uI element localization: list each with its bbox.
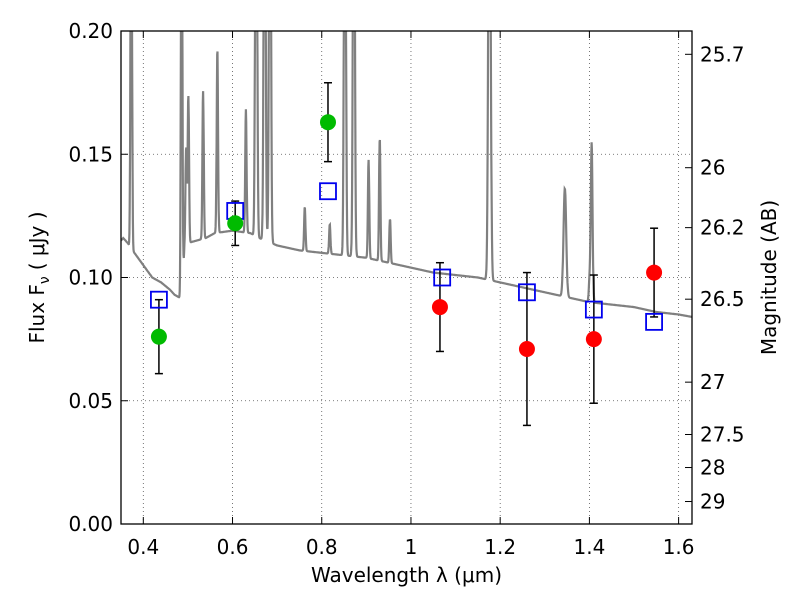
y-tick-label-4: 0.20: [68, 19, 113, 43]
mag-tick-label-4: 27: [700, 370, 725, 394]
axis-ticks: 0.4 0.6 0.8 1 1.2 1.4 1.6 0.00 0.05 0.10 0.15 0.20 2…: [68, 19, 744, 559]
observed-point-0: [150, 328, 167, 345]
right-axis-title: Magnitude (AB): [757, 200, 781, 355]
x-tick-label-3: 1: [405, 535, 418, 559]
error-bars: [154, 82, 659, 427]
y-tick-label-0: 0.00: [68, 512, 113, 536]
x-tick-label-4: 1.2: [484, 535, 516, 559]
y-axis-title-sub: ν: [37, 276, 53, 284]
observed-point-4: [518, 340, 535, 357]
observed-point-1: [227, 215, 244, 232]
mag-tick-label-6: 28: [700, 456, 725, 480]
model-point-3: [433, 268, 452, 287]
mag-tick-label-1: 26: [700, 156, 725, 180]
mag-tick-label-0: 25.7: [700, 42, 745, 66]
x-tick-label-2: 0.8: [306, 535, 338, 559]
observed-photometry-markers: [150, 114, 663, 357]
model-point-2: [319, 182, 337, 201]
x-tick-label-5: 1.4: [573, 535, 605, 559]
observed-point-2: [319, 114, 336, 131]
y-axis-title: Flux Fν ( μJy ): [25, 211, 53, 343]
model-spectrum: [121, 31, 692, 318]
spectrum-line: [121, 31, 692, 318]
y-tick-label-1: 0.05: [68, 389, 113, 413]
model-point-0: [150, 290, 168, 309]
x-tick-label-6: 1.6: [663, 535, 695, 559]
x-tick-label-1: 0.6: [217, 535, 249, 559]
mag-tick-label-5: 27.5: [700, 423, 745, 447]
y-axis-title-main: Flux F: [25, 284, 49, 343]
observed-point-3: [431, 299, 448, 316]
model-photometry-markers: [150, 182, 663, 331]
x-axis-title: Wavelength λ (μm): [311, 563, 502, 587]
y-tick-label-2: 0.10: [68, 266, 113, 290]
y-tick-label-3: 0.15: [68, 142, 113, 166]
mag-tick-label-7: 29: [700, 490, 725, 514]
grid-lines: [121, 30, 692, 525]
plot-frame: [120, 30, 693, 525]
model-point-5: [584, 300, 603, 319]
observed-point-5: [585, 331, 602, 348]
mag-tick-label-2: 26.2: [700, 216, 745, 240]
y-axis-title-unit: ( μJy ): [25, 211, 49, 270]
model-point-4: [518, 283, 536, 302]
model-point-6: [645, 312, 663, 331]
x-tick-label-0: 0.4: [127, 535, 159, 559]
observed-point-6: [646, 264, 663, 281]
mag-tick-label-3: 26.5: [700, 287, 745, 311]
